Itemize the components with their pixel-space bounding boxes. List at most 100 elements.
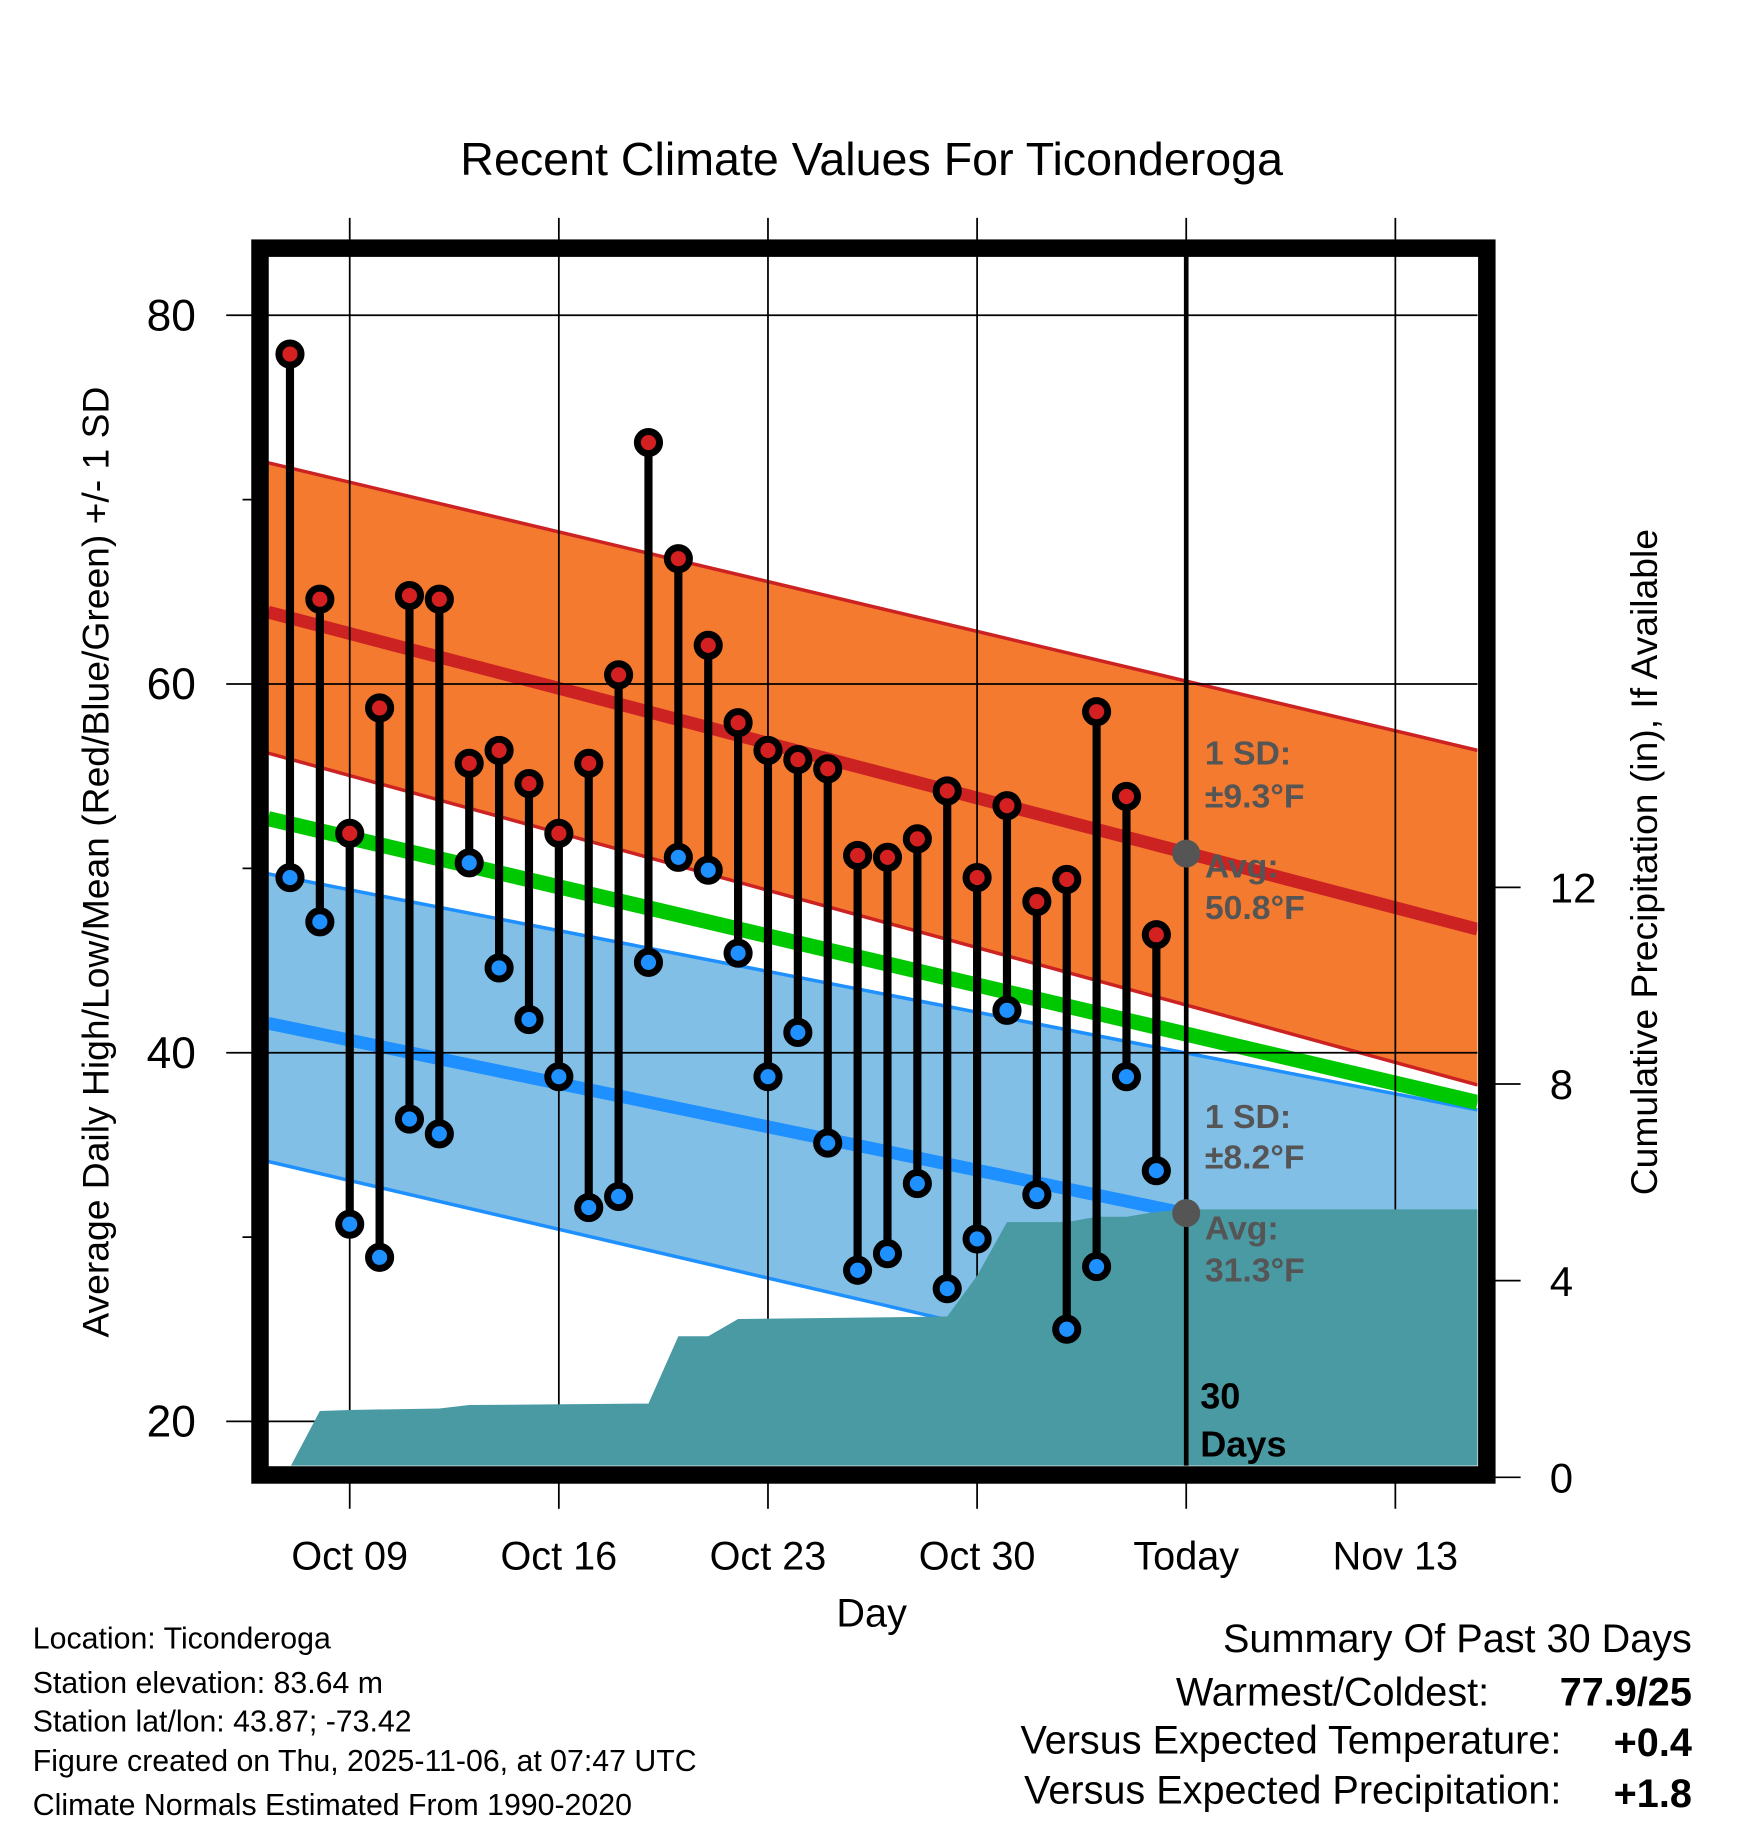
high-dot xyxy=(335,818,365,848)
plot-frame xyxy=(251,239,1496,1484)
summary-warmest-value: 77.9/25 xyxy=(1560,1671,1692,1715)
plot-area xyxy=(268,256,1478,1466)
x-tick-label: Today xyxy=(1133,1534,1239,1578)
day-mark xyxy=(693,630,723,885)
high-dot xyxy=(783,745,813,775)
low-dot xyxy=(783,1017,813,1047)
x-axis-label: Day xyxy=(836,1591,907,1635)
high-dot xyxy=(813,754,843,784)
day-mark xyxy=(663,544,693,872)
y-right-tick-label: 4 xyxy=(1550,1258,1573,1305)
low-dot xyxy=(365,1242,395,1272)
low-dot xyxy=(663,842,693,872)
high-dot xyxy=(394,580,425,611)
info-location: Location: Ticonderoga xyxy=(33,1623,331,1656)
day-mark xyxy=(872,842,903,1269)
today-avg-low-dot xyxy=(1172,1199,1201,1228)
high-dot xyxy=(604,660,634,690)
period-number: 30 xyxy=(1200,1376,1240,1417)
low-dot xyxy=(454,848,484,878)
day-mark xyxy=(1111,781,1142,1092)
high-dot xyxy=(514,768,544,799)
day-mark xyxy=(843,840,873,1285)
high-dot xyxy=(305,584,335,614)
low-dot xyxy=(962,1224,992,1254)
day-mark xyxy=(424,584,454,1149)
day-mark xyxy=(335,818,365,1239)
high-dot xyxy=(544,818,574,848)
low-dot xyxy=(604,1181,634,1212)
day-mark xyxy=(753,735,783,1092)
low-dot xyxy=(992,995,1022,1025)
info-normals: Climate Normals Estimated From 1990-2020 xyxy=(33,1789,632,1822)
low-dot xyxy=(514,1004,544,1035)
info-latlon: Station lat/lon: 43.87; -73.42 xyxy=(33,1705,412,1738)
high-avg-label: Avg: xyxy=(1205,847,1279,885)
low-avg-label: Avg: xyxy=(1205,1210,1279,1248)
low-sd-label: 1 SD: xyxy=(1205,1098,1291,1136)
day-mark xyxy=(514,768,544,1035)
station-info: Location: Ticonderoga Station elevation:… xyxy=(33,1623,697,1823)
high-dot xyxy=(275,339,305,369)
summary-title: Summary Of Past 30 Days xyxy=(1223,1617,1692,1661)
annotations: 1 SD: ±9.3°F Avg: 50.8°F 1 SD: ±8.2°F Av… xyxy=(1200,734,1305,1464)
low-sd-value: ±8.2°F xyxy=(1205,1139,1305,1177)
today-avg-high-dot xyxy=(1172,839,1201,868)
low-dot xyxy=(1111,1062,1142,1092)
high-dot xyxy=(872,842,903,872)
day-mark xyxy=(1141,920,1171,1186)
day-mark xyxy=(1082,697,1112,1282)
day-mark xyxy=(394,580,425,1134)
low-dot xyxy=(335,1209,365,1239)
day-mark xyxy=(902,824,932,1199)
high-band-upper-edge xyxy=(268,461,1478,753)
x-tick-label: Oct 30 xyxy=(919,1534,1036,1578)
day-mark xyxy=(305,584,335,937)
high-dot xyxy=(992,791,1022,821)
y-axis-right-label: Cumulative Precipitation (in), If Availa… xyxy=(1623,529,1665,1195)
low-dot xyxy=(723,938,753,968)
high-dot xyxy=(843,840,873,871)
day-mark xyxy=(633,427,664,977)
summary-temp-label: Versus Expected Temperature: xyxy=(1020,1718,1561,1762)
y-tick-label: 60 xyxy=(147,660,196,709)
day-mark xyxy=(932,776,962,1304)
low-dot xyxy=(843,1255,873,1285)
day-mark xyxy=(1052,864,1082,1344)
low-dot xyxy=(275,863,305,893)
day-mark xyxy=(275,339,305,893)
high-dot xyxy=(1082,697,1112,727)
day-mark xyxy=(992,791,1022,1025)
low-dot xyxy=(872,1239,903,1269)
low-dot xyxy=(813,1128,843,1158)
high-dot xyxy=(663,544,693,574)
day-mark xyxy=(544,818,574,1092)
low-dot xyxy=(1052,1314,1082,1344)
high-sd-value: ±9.3°F xyxy=(1205,777,1305,815)
day-mark xyxy=(783,745,813,1047)
high-dot xyxy=(1022,886,1052,917)
low-dot xyxy=(902,1169,932,1199)
high-dot xyxy=(424,584,454,614)
low-avg-value: 31.3°F xyxy=(1205,1252,1305,1290)
day-mark xyxy=(1022,886,1052,1210)
day-mark xyxy=(813,754,843,1158)
high-dot xyxy=(1141,920,1171,950)
day-mark xyxy=(365,693,395,1272)
low-dot xyxy=(1141,1156,1171,1186)
low-dot xyxy=(633,947,664,977)
y-tick-label: 80 xyxy=(147,291,196,340)
info-elevation: Station elevation: 83.64 m xyxy=(33,1667,383,1700)
low-band-upper-edge xyxy=(268,872,1478,1112)
period-unit: Days xyxy=(1200,1423,1286,1464)
y-tick-label: 20 xyxy=(147,1398,196,1447)
high-dot xyxy=(633,427,664,458)
y-right-tick-label: 8 xyxy=(1550,1061,1573,1108)
high-dot xyxy=(1111,781,1142,812)
low-dot xyxy=(394,1104,425,1134)
low-dot xyxy=(484,953,514,983)
low-dot xyxy=(753,1062,783,1092)
